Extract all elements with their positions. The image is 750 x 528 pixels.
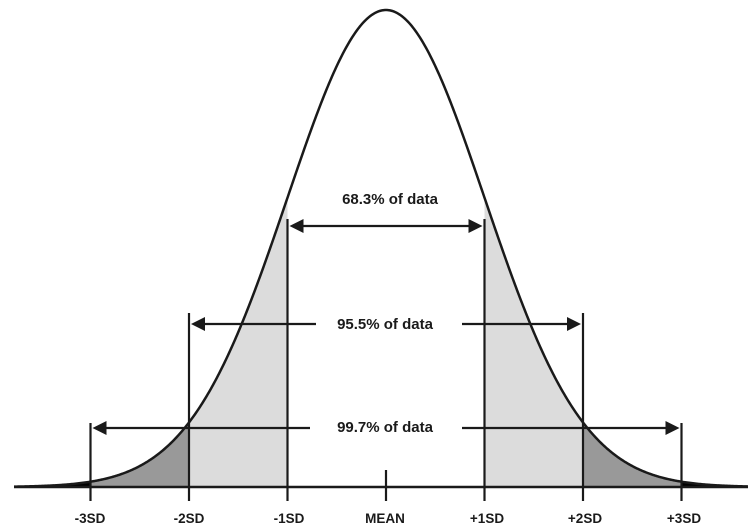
left-2sd-3sd-region bbox=[90, 422, 189, 487]
range-68-arrow: 68.3% of data bbox=[289, 191, 483, 233]
shaded-regions bbox=[14, 197, 748, 487]
right-tail-region bbox=[681, 481, 748, 487]
axis-labels: -3SD -2SD -1SD MEAN +1SD +2SD +3SD bbox=[75, 511, 702, 526]
axis-label-mean: MEAN bbox=[365, 511, 405, 526]
range-68-label: 68.3% of data bbox=[342, 191, 439, 208]
axis-label-plus-1sd: +1SD bbox=[470, 511, 504, 526]
range-95-label: 95.5% of data bbox=[337, 316, 434, 333]
axis-label-minus-2sd: -2SD bbox=[174, 511, 205, 526]
axis-label-minus-3sd: -3SD bbox=[75, 511, 106, 526]
right-2sd-3sd-region bbox=[583, 422, 682, 487]
range-68-arrowhead-left bbox=[289, 219, 304, 233]
axis-label-plus-3sd: +3SD bbox=[667, 511, 701, 526]
bell-curve bbox=[13, 8, 749, 488]
range-68-arrowhead-right bbox=[468, 219, 483, 233]
range-95-arrow: 95.5% of data bbox=[191, 316, 581, 333]
axis-label-plus-2sd: +2SD bbox=[568, 511, 602, 526]
range-99-arrowhead-right bbox=[665, 421, 680, 435]
range-99-arrow: 99.7% of data bbox=[92, 419, 680, 436]
range-99-arrowhead-left bbox=[92, 421, 107, 435]
range-95-arrowhead-left bbox=[191, 317, 205, 331]
range-95-arrowhead-right bbox=[567, 317, 581, 331]
range-99-label: 99.7% of data bbox=[337, 419, 434, 436]
left-tail-region bbox=[14, 481, 91, 487]
axis-label-minus-1sd: -1SD bbox=[274, 511, 305, 526]
